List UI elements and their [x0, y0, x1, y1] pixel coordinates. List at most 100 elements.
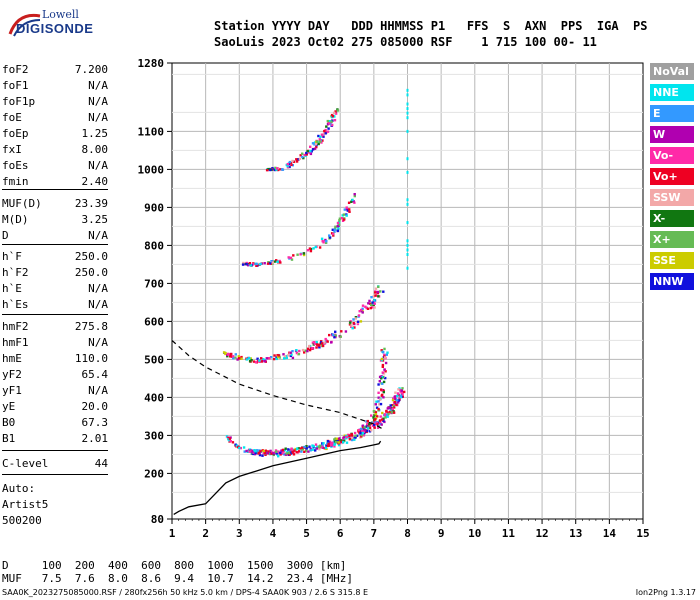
echo-mark: [308, 445, 311, 448]
param-name: h`F: [2, 250, 22, 263]
echo-mark: [248, 360, 252, 363]
echo-mark: [350, 433, 353, 436]
echo-mark: [295, 351, 299, 355]
echo-mark: [380, 357, 384, 361]
echo-mark: [277, 455, 280, 458]
legend-item: NNE: [650, 84, 694, 101]
echo-mark: [361, 430, 364, 433]
echo-mark: [352, 318, 355, 321]
echo-mark: [382, 390, 385, 394]
echo-mark: [303, 351, 306, 354]
echo-mark: [325, 444, 328, 447]
echo-mark: [380, 423, 383, 426]
echo-mark: [397, 401, 400, 404]
echo-mark: [231, 441, 235, 444]
echo-mark: [288, 165, 291, 169]
param-row: yE 20.0: [2, 400, 108, 414]
echo-mark: [269, 356, 273, 359]
echo-mark: [309, 249, 313, 253]
echo-mark: [330, 341, 333, 344]
echo-mark: [271, 261, 274, 264]
legend-item: SSE: [650, 252, 694, 269]
echo-mark: [372, 416, 375, 419]
echo-mark: [348, 208, 351, 211]
echo-mark: [242, 261, 245, 265]
echo-mark: [335, 440, 338, 444]
echo-mark: [292, 453, 296, 456]
param-name: M(D): [2, 213, 29, 226]
echo-mark: [333, 443, 336, 446]
echo-mark: [262, 452, 265, 455]
x-tick-label: 3: [236, 527, 243, 540]
echo-mark: [232, 357, 235, 360]
echo-mark: [316, 445, 319, 448]
echo-mark: [399, 395, 403, 399]
echo-mark: [353, 201, 356, 204]
echo-mark: [277, 355, 280, 359]
param-row: h`F2 250.0: [2, 266, 108, 280]
echo-mark: [289, 256, 293, 259]
param-row: B1 2.01: [2, 432, 108, 446]
echo-mark: [257, 451, 260, 455]
echo-mark: [378, 403, 381, 406]
echo-mark: [313, 141, 317, 144]
echo-mark: [392, 404, 396, 407]
x-tick-label: 7: [371, 527, 378, 540]
echo-mark: [306, 150, 309, 153]
echo-mark: [348, 434, 351, 438]
param-value: N/A: [88, 298, 108, 311]
echo-mark: [331, 123, 334, 127]
echo-mark: [353, 431, 357, 435]
echo-mark: [384, 361, 388, 365]
echo-mark: [269, 168, 272, 172]
header-field-values: SaoLuis 2023 Oct02 275 085000 RSF 1 715 …: [214, 35, 597, 49]
echo-mark: [406, 93, 409, 97]
autoscale-label: Auto:: [2, 482, 36, 495]
echo-mark: [301, 348, 305, 352]
echo-mark: [290, 258, 294, 261]
echo-mark: [332, 440, 335, 444]
echo-mark: [286, 163, 289, 166]
echo-mark: [262, 449, 265, 453]
echo-mark: [345, 214, 348, 217]
echo-mark: [318, 346, 321, 349]
echo-mark: [406, 253, 409, 256]
echo-mark: [396, 394, 399, 398]
echo-mark: [316, 343, 319, 346]
echo-mark: [343, 208, 346, 211]
echo-mark: [234, 353, 237, 356]
echo-mark: [345, 441, 349, 444]
param-row: hmE 110.0: [2, 352, 108, 366]
echo-mark: [350, 200, 353, 203]
echo-mark: [374, 421, 377, 424]
echo-mark: [309, 449, 312, 452]
y-tick-label: 200: [144, 467, 164, 480]
param-value: 250.0: [74, 250, 108, 263]
echo-mark: [406, 102, 409, 106]
echo-mark: [297, 450, 301, 453]
echo-mark: [228, 437, 231, 440]
echo-mark: [276, 260, 279, 263]
x-tick-label: 9: [438, 527, 445, 540]
echo-mark: [382, 389, 385, 392]
echo-mark: [283, 357, 286, 360]
echo-mark: [317, 142, 320, 146]
echo-mark: [377, 407, 380, 411]
echo-mark: [383, 353, 386, 357]
echo-mark: [377, 400, 380, 403]
y-tick-label: 1280: [138, 57, 165, 70]
echo-mark: [299, 154, 302, 157]
muf-distance-row: D 100 200 400 600 800 1000 1500 3000 [km…: [2, 559, 347, 572]
param-name: foF2: [2, 63, 29, 76]
echo-mark: [350, 324, 353, 327]
echo-mark: [338, 217, 342, 220]
echo-mark: [295, 160, 299, 163]
y-tick-label: 300: [144, 429, 164, 442]
echo-mark: [240, 357, 243, 360]
echo-mark: [391, 404, 394, 407]
echo-mark: [311, 148, 315, 151]
echo-mark: [305, 449, 308, 452]
echo-mark: [276, 354, 279, 357]
echo-mark: [333, 228, 336, 231]
echo-mark: [315, 145, 318, 149]
